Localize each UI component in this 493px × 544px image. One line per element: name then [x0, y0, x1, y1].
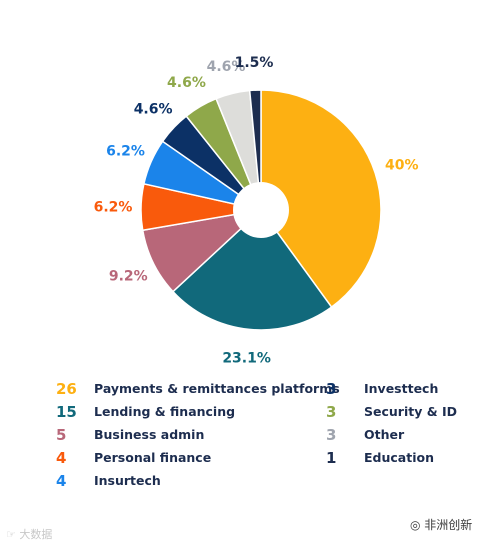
- legend-label: Personal finance: [94, 450, 212, 465]
- legend-label: Security & ID: [364, 404, 457, 419]
- legend-count: 3: [326, 379, 337, 398]
- legend-count: 15: [56, 402, 77, 421]
- legend-count: 4: [56, 471, 67, 490]
- slice-label-investtech: 4.6%: [134, 102, 173, 118]
- legend-item-other: 3 Other: [326, 424, 404, 446]
- legend-count: 3: [326, 425, 337, 444]
- legend-item-insurtech: 4 Insurtech: [56, 470, 161, 492]
- slice-label-education: 1.5%: [235, 55, 274, 71]
- legend-item-payments-remittances-platforms: 26 Payments & remittances platforms: [56, 378, 340, 400]
- slices-group: [140, 89, 382, 331]
- slice-education: [248, 89, 262, 211]
- legend-label: Business admin: [94, 427, 205, 442]
- legend-count: 26: [56, 379, 77, 398]
- legend-label: Other: [364, 427, 405, 442]
- slice-label-insurtech: 6.2%: [106, 143, 145, 159]
- slice-label-other: 4.6%: [207, 59, 246, 75]
- wechat-icon: ◎: [410, 518, 425, 532]
- legend-count: 1: [326, 448, 337, 467]
- watermark-right-text: 非洲创新: [424, 518, 473, 532]
- watermark-left: ☞ 大数据: [6, 528, 53, 541]
- slice-label-personal-finance: 6.2%: [94, 199, 133, 215]
- legend-item-education: 1 Education: [326, 447, 434, 469]
- watermark-right: ◎ 非洲创新: [410, 516, 472, 533]
- legend-label: Lending & financing: [94, 404, 236, 419]
- slice-labels-group: 40%23.1%9.2%6.2%6.2%4.6%4.6%4.6%1.5%: [94, 55, 419, 366]
- donut-hole: [233, 182, 289, 238]
- legend-count: 4: [56, 448, 67, 467]
- slice-label-security-id: 4.6%: [167, 75, 206, 91]
- legend-item-security-id: 3 Security & ID: [326, 401, 457, 423]
- legend-item-personal-finance: 4 Personal finance: [56, 447, 211, 469]
- legend-label: Insurtech: [94, 473, 161, 488]
- slice-label-business-admin: 9.2%: [109, 269, 148, 285]
- slice-label-payments-remittances-platforms: 40%: [385, 157, 419, 173]
- slice-lending-financing: [171, 208, 333, 331]
- legend-label: Education: [364, 450, 434, 465]
- legend-label: Investtech: [364, 381, 439, 396]
- legend-count: 3: [326, 402, 337, 421]
- legend-count: 5: [56, 425, 67, 444]
- slice-payments-remittances-platforms: [260, 89, 382, 309]
- legend-item-lending-financing: 15 Lending & financing: [56, 401, 235, 423]
- legend-label: Payments & remittances platforms: [94, 381, 340, 396]
- legend-item-investtech: 3 Investtech: [326, 378, 438, 400]
- legend-item-business-admin: 5 Business admin: [56, 424, 204, 446]
- slice-label-lending-financing: 23.1%: [222, 350, 271, 366]
